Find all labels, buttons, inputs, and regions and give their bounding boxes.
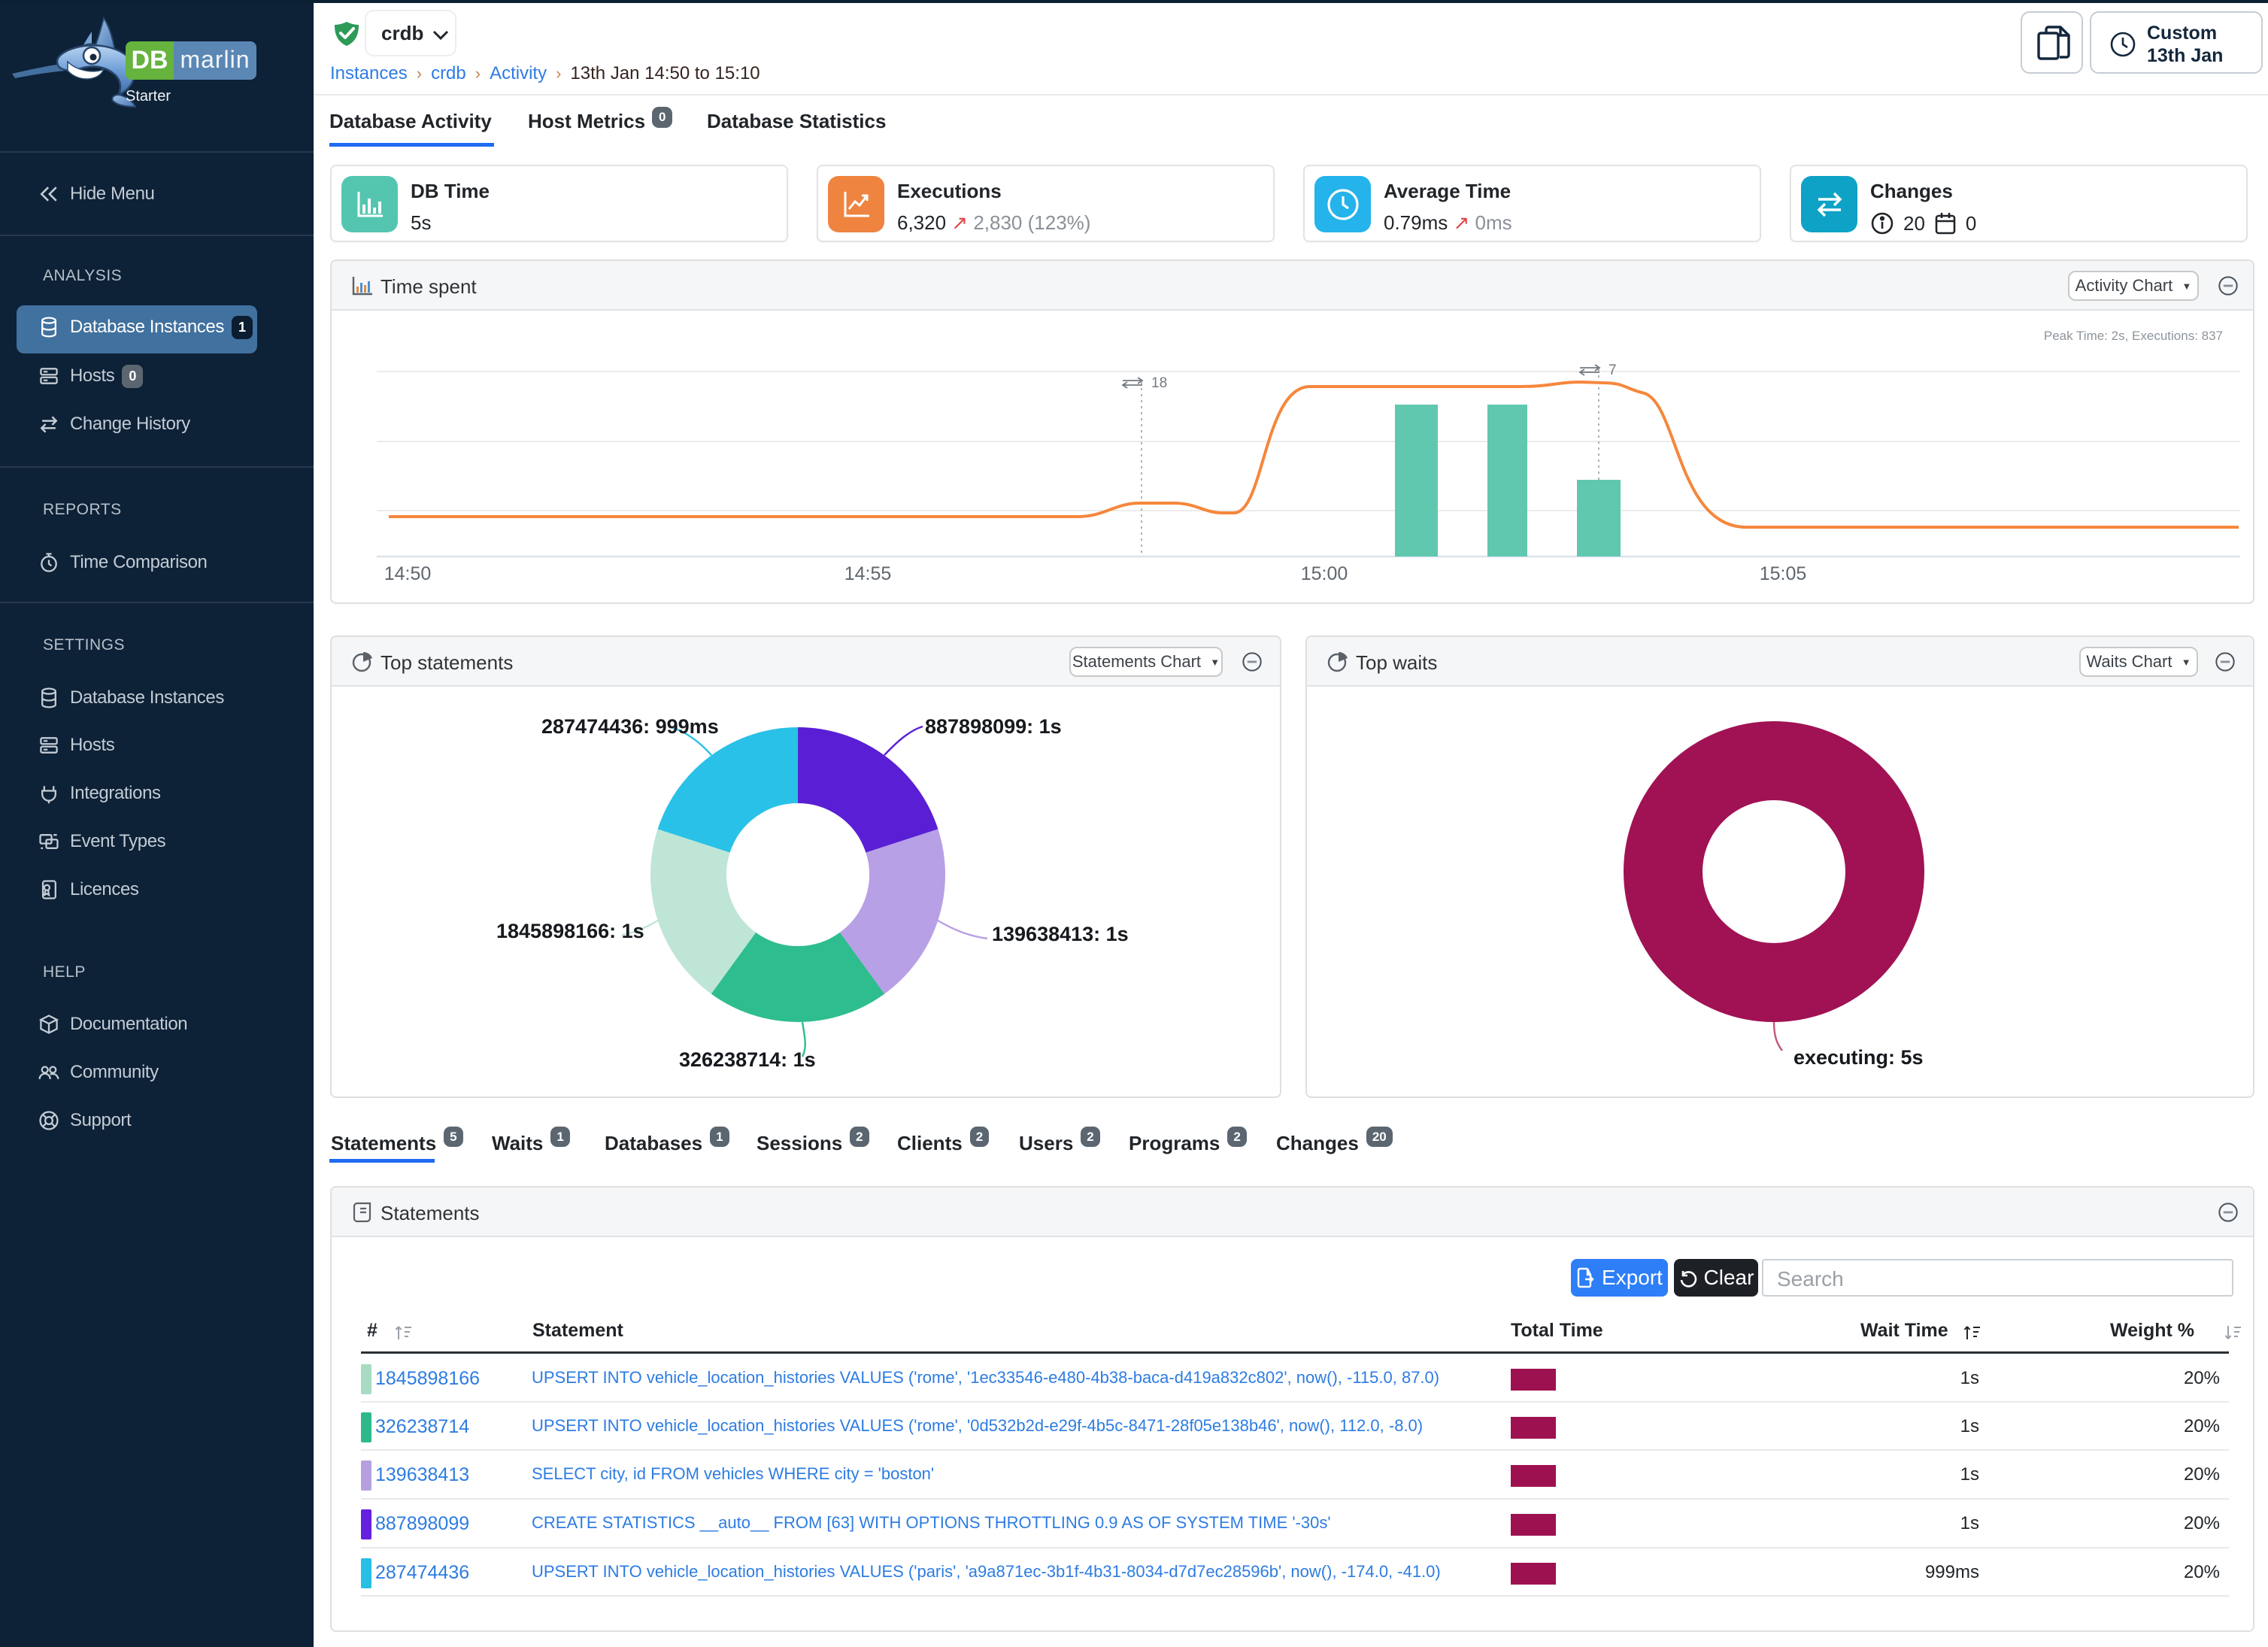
svg-text:287474436: 999ms: 287474436: 999ms — [541, 715, 719, 738]
svg-text:326238714: 1s: 326238714: 1s — [679, 1048, 816, 1071]
svg-text:1845898166: 1s: 1845898166: 1s — [496, 920, 644, 942]
svg-text:15:00: 15:00 — [1301, 563, 1348, 584]
svg-text:7: 7 — [1609, 362, 1617, 378]
svg-text:18: 18 — [1151, 375, 1167, 391]
svg-text:139638413: 1s: 139638413: 1s — [992, 923, 1129, 945]
svg-text:14:50: 14:50 — [384, 563, 432, 584]
svg-text:887898099: 1s: 887898099: 1s — [925, 715, 1062, 738]
svg-text:14:55: 14:55 — [844, 563, 892, 584]
svg-text:executing: 5s: executing: 5s — [1793, 1046, 1924, 1069]
svg-text:15:05: 15:05 — [1760, 563, 1807, 584]
